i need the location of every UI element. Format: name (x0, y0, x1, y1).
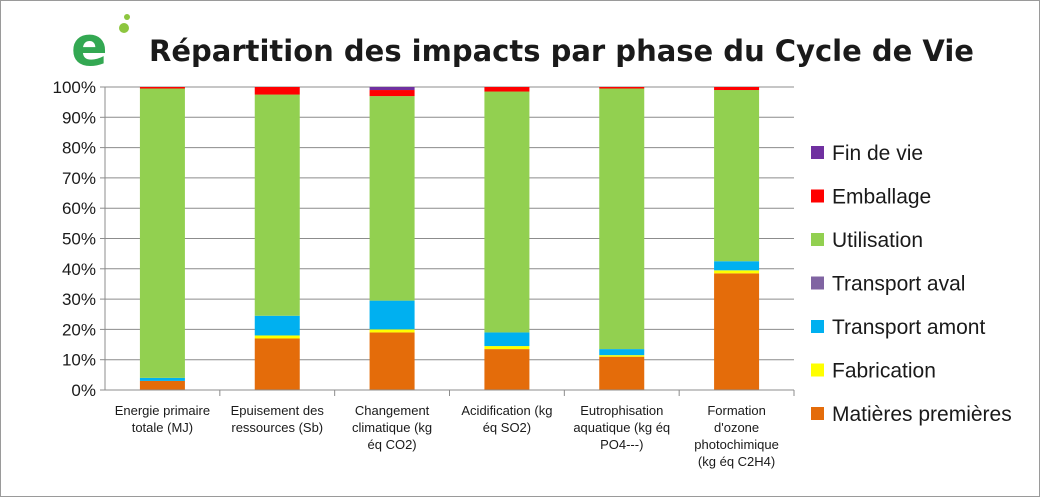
bar-segment (369, 90, 415, 97)
x-tick-label-line: éq CO2) (368, 437, 417, 452)
y-tick-label: 90% (62, 108, 96, 127)
logo: e (71, 14, 130, 78)
legend-label: Transport amont (832, 316, 985, 339)
y-tick-label: 70% (62, 169, 96, 188)
x-tick-label-line: Energie primaire (115, 403, 210, 418)
x-tick-label-line: éq SO2) (483, 420, 531, 435)
legend: Fin de vie Emballage Utilisation Transport … (811, 142, 1012, 426)
y-axis: 0% 10% 20% 30% 40% 50% 60% 70% 80% 90% 100% (53, 78, 106, 400)
y-tick-label: 100% (53, 78, 96, 97)
y-tick-label: 0% (71, 381, 96, 400)
y-tick-label: 60% (62, 199, 96, 218)
bar-segment (369, 300, 415, 330)
x-tick-label-line: aquatique (kg éq (573, 420, 670, 435)
bar-segment (139, 88, 185, 378)
logo-dot-small (124, 14, 130, 20)
bar-segment (254, 338, 300, 390)
legend-label: Utilisation (832, 229, 923, 252)
bar-segment (139, 87, 185, 89)
y-tick-label: 40% (62, 260, 96, 279)
legend-swatch (811, 146, 824, 159)
x-tick-label: Acidification (kg éq SO2) (461, 403, 552, 435)
y-tick-label: 20% (62, 320, 96, 339)
x-tick-label-line: Epuisement des (231, 403, 325, 418)
x-axis: Energie primaire totale (MJ) Epuisement de… (105, 389, 795, 469)
legend-label: Fin de vie (832, 142, 923, 165)
legend-swatch (811, 320, 824, 333)
bar-segment (139, 380, 185, 390)
x-tick-label-line: photochimique (694, 437, 779, 452)
legend-swatch (811, 407, 824, 420)
bar-segment (599, 88, 645, 350)
bar-segment (714, 273, 760, 390)
gridlines (105, 86, 794, 391)
bar-segment (484, 332, 530, 347)
legend-label: Fabrication (832, 360, 936, 383)
x-tick-label-line: totale (MJ) (132, 420, 193, 435)
x-tick-label: Changement climatique (kg éq CO2) (352, 403, 432, 452)
x-tick-label-line: d'ozone (714, 420, 759, 435)
bar-segment (254, 87, 300, 95)
legend-swatch (811, 276, 824, 290)
logo-letter: e (71, 15, 108, 78)
legend-label: Transport aval (832, 273, 965, 296)
legend-swatch (811, 189, 824, 203)
legend-label: Matières premières (832, 403, 1012, 426)
bar-segment (254, 315, 300, 336)
y-tick-label: 30% (62, 290, 96, 309)
bar-segment (369, 96, 415, 301)
y-tick-label: 10% (62, 351, 96, 370)
bar-segment (714, 90, 760, 262)
x-tick-label: Formation d'ozone photochimique (kg éq C2H4… (694, 403, 779, 469)
bar-segment (599, 87, 645, 89)
x-tick-label-line: (kg éq C2H4) (698, 454, 775, 469)
x-tick-label-line: PO4---) (600, 437, 643, 452)
x-tick-label-line: Formation (707, 403, 766, 418)
bar-segment (139, 377, 185, 381)
y-tick-label: 50% (62, 230, 96, 249)
bar-segment (254, 335, 300, 339)
bar-segment (599, 349, 645, 356)
x-tick-label-line: Changement (355, 403, 430, 418)
x-tick-label-line: ressources (Sb) (231, 420, 323, 435)
bar-segment (714, 87, 760, 91)
legend-swatch (811, 233, 824, 246)
legend-label: Emballage (832, 186, 931, 209)
bar-segment (369, 87, 415, 91)
x-tick-label-line: Eutrophisation (580, 403, 663, 418)
logo-dot-large (119, 23, 129, 33)
bar-segment (484, 346, 530, 350)
bar-segment (484, 87, 530, 92)
bar-segment (484, 91, 530, 333)
bar-segment (254, 94, 300, 316)
x-tick-label-line: climatique (kg (352, 420, 432, 435)
x-tick-label: Energie primaire totale (MJ) (115, 403, 210, 435)
bars (139, 87, 760, 390)
bar-segment (714, 261, 760, 271)
bar-segment (369, 332, 415, 390)
bar-segment (599, 355, 645, 357)
bar-segment (714, 270, 760, 274)
bar-segment (369, 329, 415, 333)
chart-title: Répartition des impacts par phase du Cyc… (149, 34, 974, 68)
bar-segment (484, 349, 530, 390)
x-tick-label-line: Acidification (kg (461, 403, 552, 418)
y-tick-label: 80% (62, 139, 96, 158)
legend-swatch (811, 363, 824, 377)
bar-segment (599, 356, 645, 390)
x-tick-label: Epuisement des ressources (Sb) (231, 403, 325, 435)
x-tick-label: Eutrophisation aquatique (kg éq PO4---) (573, 403, 670, 452)
